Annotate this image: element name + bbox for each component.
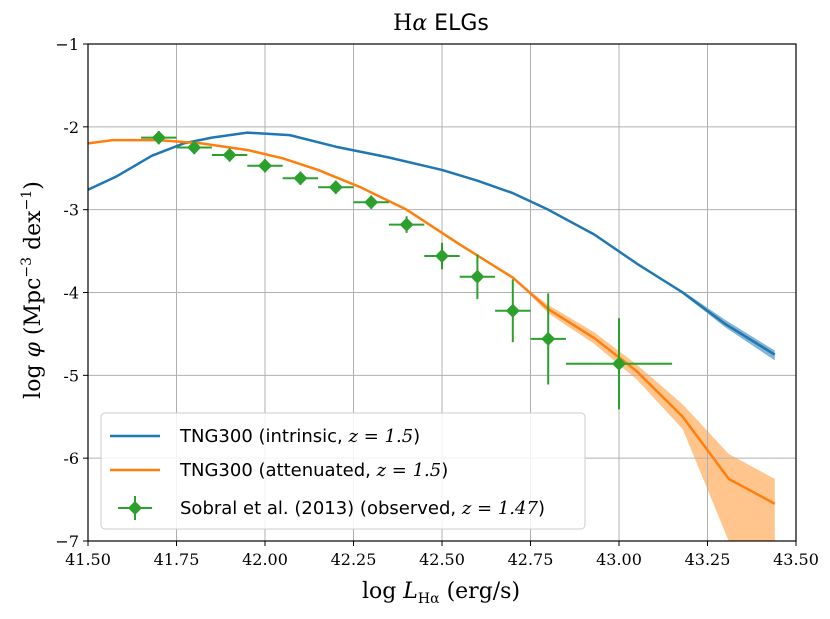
observed-point	[247, 158, 283, 173]
observed-point	[565, 318, 673, 410]
diamond-marker	[505, 303, 520, 318]
x-tick-label: 42.25	[331, 550, 377, 569]
diamond-marker	[541, 331, 556, 346]
diamond-marker	[399, 217, 414, 232]
x-tick-label: 42.75	[508, 550, 554, 569]
observed-points	[141, 130, 673, 410]
diamond-marker	[364, 195, 379, 210]
y-tick-label: -6	[63, 449, 79, 468]
x-tick-label: 43.25	[685, 550, 731, 569]
diamond-marker	[293, 171, 308, 186]
x-tick-label: 41.75	[154, 550, 200, 569]
x-tick-label: 43.50	[773, 550, 819, 569]
legend-label-intrinsic: TNG300 (intrinsic, z = 1.5)	[179, 426, 420, 447]
legend-label-attenuated: TNG300 (attenuated, z = 1.5)	[179, 460, 448, 481]
x-axis-label: log LHα (erg/s)	[362, 579, 520, 607]
legend: TNG300 (intrinsic, z = 1.5) TNG300 (atte…	[100, 412, 586, 530]
diamond-marker	[222, 147, 237, 162]
diamond-marker	[435, 249, 449, 264]
legend-swatch-observed	[118, 496, 152, 520]
observed-point	[388, 216, 425, 233]
legend-label-observed: Sobral et al. (2013) (observed, z = 1.47…	[180, 498, 545, 519]
observed-point	[211, 147, 248, 162]
diamond-marker	[187, 140, 202, 155]
x-tick-label: 41.50	[65, 550, 111, 569]
y-tick-label: -2	[63, 118, 79, 137]
observed-point	[459, 254, 496, 300]
x-tick-label: 43.00	[596, 550, 642, 569]
y-tick-label: -3	[63, 201, 79, 220]
diamond-marker	[470, 269, 485, 284]
y-axis-ticks: −1 -2 -3 -4 -5 -6 −7	[55, 35, 88, 551]
diamond-marker	[258, 158, 272, 173]
diamond-marker	[328, 180, 343, 195]
x-tick-label: 42.50	[419, 550, 465, 569]
observed-point	[424, 242, 460, 270]
observed-point	[141, 130, 177, 145]
y-tick-label: -4	[63, 284, 79, 303]
series-lines	[87, 131, 776, 505]
x-tick-label: 42.00	[242, 550, 288, 569]
observed-point	[530, 293, 566, 385]
observed-point	[282, 171, 319, 186]
y-tick-label: -5	[63, 366, 79, 385]
observed-point	[176, 140, 212, 155]
observed-point	[318, 180, 354, 195]
chart-title: Hα ELGs	[393, 11, 489, 36]
legend-box	[100, 412, 586, 530]
y-tick-label: −1	[55, 35, 79, 54]
observed-point	[495, 279, 531, 343]
x-axis-ticks: 41.50 41.75 42.00 42.25 42.50 42.75 43.00 43.25…	[65, 541, 819, 569]
line-attenuated	[87, 138, 776, 505]
line-intrinsic	[87, 131, 776, 356]
y-axis-label: log φ (Mpc−3 dex−1)	[19, 181, 46, 399]
y-tick-label: −7	[55, 532, 79, 551]
diamond-marker	[151, 130, 166, 145]
observed-point	[353, 195, 389, 210]
diamond-marker	[612, 356, 626, 371]
